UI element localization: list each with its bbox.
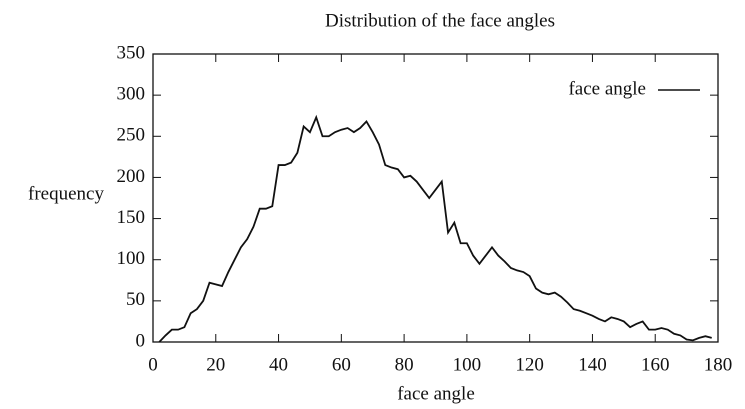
- y-tick-label: 200: [117, 166, 146, 187]
- x-tick-label: 160: [641, 354, 670, 375]
- y-tick-label: 150: [117, 207, 146, 228]
- x-tick-label: 0: [148, 354, 158, 375]
- x-tick-label: 100: [453, 354, 482, 375]
- legend-label: face angle: [568, 78, 646, 99]
- x-tick-label: 20: [206, 354, 225, 375]
- x-axis-label: face angle: [397, 383, 475, 404]
- x-tick-label: 80: [395, 354, 414, 375]
- y-tick-label: 250: [117, 125, 146, 146]
- y-tick-label: 0: [136, 330, 146, 351]
- y-axis-label: frequency: [28, 183, 104, 204]
- y-tick-label: 300: [117, 84, 146, 105]
- y-tick-label: 350: [117, 42, 146, 63]
- y-tick-label: 50: [126, 289, 145, 310]
- chart-title: Distribution of the face angles: [325, 10, 555, 31]
- x-tick-label: 180: [704, 354, 733, 375]
- x-tick-label: 120: [515, 354, 544, 375]
- y-tick-label: 100: [117, 248, 146, 269]
- plot-frame: [152, 53, 719, 343]
- x-tick-label: 140: [578, 354, 607, 375]
- x-tick-label: 40: [269, 354, 288, 375]
- data-line: [158, 114, 712, 343]
- x-tick-label: 60: [332, 354, 351, 375]
